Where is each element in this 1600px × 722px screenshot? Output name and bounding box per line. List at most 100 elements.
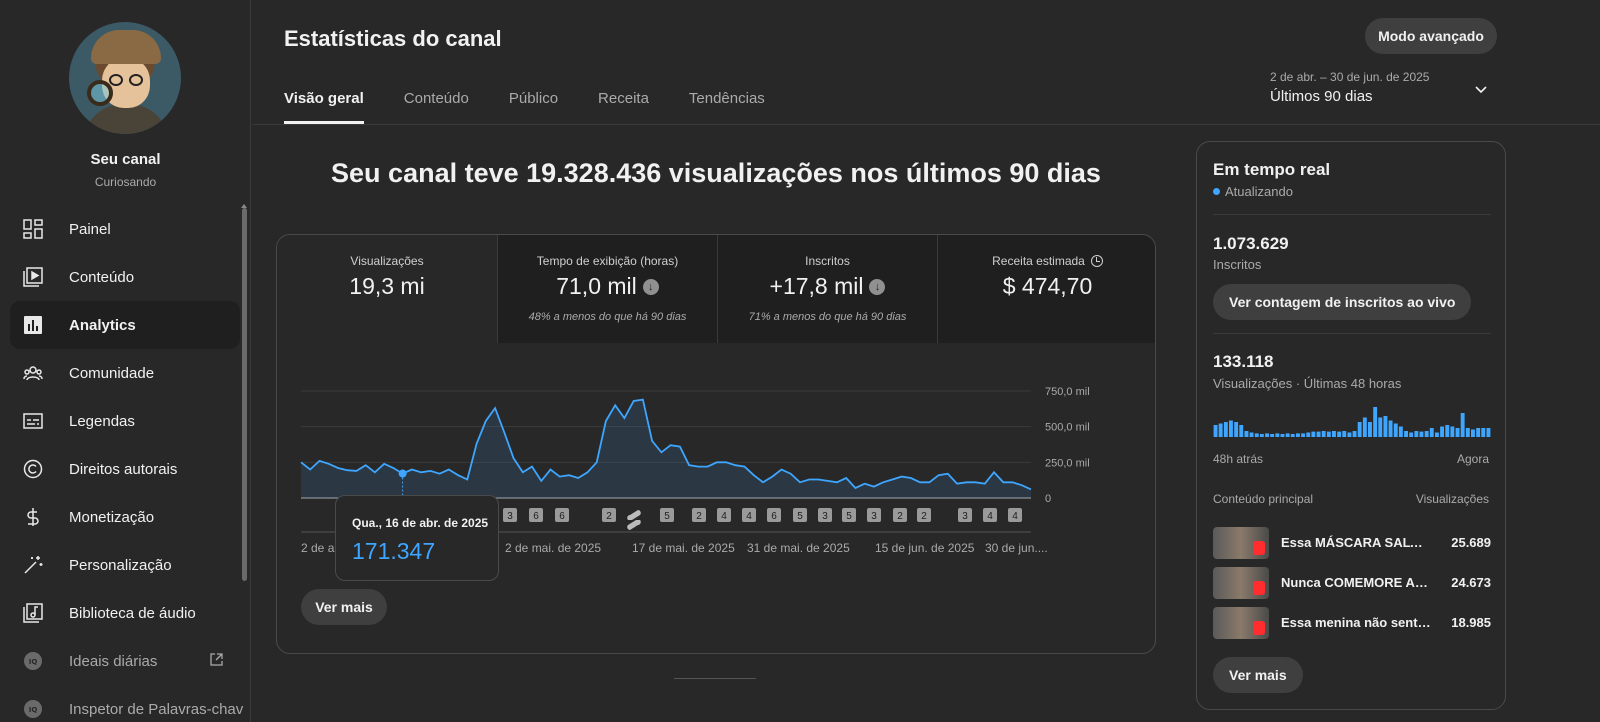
video-count-marker [958, 508, 972, 522]
y-tick-label: 750,0 mil [1045, 386, 1090, 398]
sidebar-item-legendas[interactable]: Legendas [10, 397, 240, 445]
realtime-status: Atualizando [1213, 184, 1293, 199]
clock-icon [1090, 255, 1103, 267]
realtime-bar [1337, 431, 1342, 437]
page-divider [674, 678, 756, 679]
top-content-row[interactable]: Essa MÁSCARA SALVOU... 25.689 [1213, 527, 1491, 559]
video-thumbnail [1213, 607, 1269, 639]
metric-views[interactable]: Visualizações 19,3 mi [277, 235, 497, 343]
magic-wand-icon [22, 554, 44, 576]
tab-receita[interactable]: Receita [598, 90, 649, 107]
subscribers-label: Inscritos [1213, 257, 1262, 272]
tab-publico[interactable]: Público [508, 90, 559, 107]
tab-tendencias[interactable]: Tendências [688, 90, 765, 107]
realtime-bar [1290, 434, 1295, 437]
sidebar-item-ideias-diarias[interactable]: IQ Ideais diárias [10, 637, 240, 685]
sidebar-item-analytics[interactable]: Analytics [10, 301, 240, 349]
realtime-panel: Em tempo real Atualizando 1.073.629 Insc… [1196, 141, 1506, 710]
video-count-marker [893, 508, 907, 522]
live-subscriber-count-button[interactable]: Ver contagem de inscritos ao vivo [1213, 284, 1472, 320]
video-count-marker [983, 508, 997, 522]
views-line [300, 398, 1032, 491]
realtime-bar [1332, 431, 1336, 437]
x-tick-label: 15 de jun. de 2025 [875, 541, 975, 555]
sidebar-item-monetizacao[interactable]: Monetização [10, 493, 240, 541]
channel-avatar[interactable] [69, 22, 181, 134]
advanced-mode-button[interactable]: Modo avançado [1365, 18, 1497, 54]
top-content-row[interactable]: Essa menina não sente dor... 18.985 [1213, 607, 1491, 639]
realtime-see-more-button[interactable]: Ver mais [1213, 657, 1303, 693]
video-count-marker [842, 508, 856, 522]
sidebar-item-inspetor-de-palavras-chave[interactable]: IQ Inspetor de Palavras-chav [10, 685, 243, 722]
video-count-label: 5 [846, 511, 852, 522]
hover-point [398, 469, 407, 478]
realtime-bar [1460, 413, 1465, 437]
x-tick-label: 31 de mai. de 2025 [747, 541, 850, 555]
tab-visao-geral[interactable]: Visão geral [284, 90, 364, 124]
realtime-bar [1326, 431, 1331, 437]
video-count-label: 5 [664, 511, 670, 522]
sidebar-scrollbar[interactable] [242, 208, 247, 581]
x-tick-label: 2 de mai. de 2025 [505, 541, 601, 555]
realtime-bar [1362, 417, 1367, 437]
views-chart[interactable]: 750,0 mil 500,0 mil 250,0 mil 0 4 3 6 6 2 5 2 4 4 6 5 3… [277, 343, 1155, 653]
y-tick-label: 250,0 mil [1045, 457, 1090, 469]
realtime-bar [1388, 420, 1393, 437]
community-icon [22, 362, 44, 384]
metric-revenue[interactable]: Receita estimada $ 474,70 [937, 235, 1155, 343]
tab-conteudo[interactable]: Conteúdo [403, 90, 469, 107]
external-link-icon [210, 653, 223, 669]
sidebar-item-direitos-autorais[interactable]: Direitos autorais [10, 445, 240, 493]
svg-text:IQ: IQ [29, 706, 38, 714]
metric-value: 71,0 mil ↓ [498, 273, 717, 300]
channel-name: Seu canal [90, 151, 161, 168]
y-tick-label: 0 [1045, 493, 1051, 505]
realtime-title: Em tempo real [1213, 160, 1331, 179]
realtime-bar [1213, 425, 1218, 437]
video-count-label: 4 [987, 511, 993, 522]
audio-library-icon [22, 602, 44, 624]
shorts-icon [1253, 541, 1265, 555]
metric-subscribers[interactable]: Inscritos +17,8 mil ↓ 71% a menos do que … [717, 235, 937, 343]
video-count-marker [867, 508, 881, 522]
tooltip-date: Qua., 16 de abr. de 2025 [352, 516, 489, 530]
metric-label: Visualizações [350, 254, 424, 268]
sidebar-item-label: Ideais diárias [69, 652, 158, 670]
realtime-bar [1440, 426, 1444, 437]
sidebar-item-painel[interactable]: Painel [10, 205, 240, 253]
realtime-bar [1357, 422, 1362, 437]
subscribers-count: 1.073.629 [1213, 234, 1289, 253]
metric-watch-time[interactable]: Tempo de exibição (horas) 71,0 mil ↓ 48% … [497, 235, 717, 343]
scrollbar-up-arrow[interactable] [241, 204, 247, 208]
realtime-bar [1316, 431, 1321, 437]
sidebar-item-label: Comunidade [69, 364, 155, 382]
date-period-selector[interactable]: Últimos 90 dias [1270, 88, 1373, 105]
top-content-row[interactable]: Nunca COMEMORE ANTES... 24.673 [1213, 567, 1491, 599]
see-more-button[interactable]: Ver mais [301, 589, 387, 625]
realtime-bar [1368, 422, 1372, 437]
video-count-marker [742, 508, 756, 522]
video-count-label: 2 [921, 511, 927, 522]
sidebar-item-conteudo[interactable]: Conteúdo [10, 253, 240, 301]
sidebar-item-personalizacao[interactable]: Personalização [10, 541, 240, 589]
content-icon [22, 266, 44, 288]
realtime-views-count: 133.118 [1213, 352, 1274, 371]
page-title: Estatísticas do canal [284, 26, 502, 51]
realtime-bar-chart[interactable] [1213, 407, 1491, 437]
realtime-bar [1342, 431, 1347, 437]
x-tick-label: 30 de jun.... [985, 541, 1048, 555]
sidebar-item-label: Painel [69, 220, 111, 238]
sidebar-item-comunidade[interactable]: Comunidade [10, 349, 240, 397]
date-range[interactable]: 2 de abr. – 30 de jun. de 2025 [1270, 70, 1430, 84]
views-column-header: Visualizações [1415, 492, 1489, 506]
metric-label: Inscritos [805, 254, 850, 268]
sidebar-item-biblioteca-de-audio[interactable]: Biblioteca de áudio [10, 589, 240, 637]
chevron-down-icon[interactable] [1474, 82, 1488, 96]
video-views: 24.673 [1451, 575, 1491, 590]
video-thumbnail [1213, 567, 1269, 599]
sidebar: Seu canal Curiosando Painel Conteúdo [0, 0, 251, 722]
metric-value: +17,8 mil ↓ [718, 273, 937, 300]
realtime-bar [1275, 433, 1280, 437]
video-count-label: 2 [897, 511, 903, 522]
